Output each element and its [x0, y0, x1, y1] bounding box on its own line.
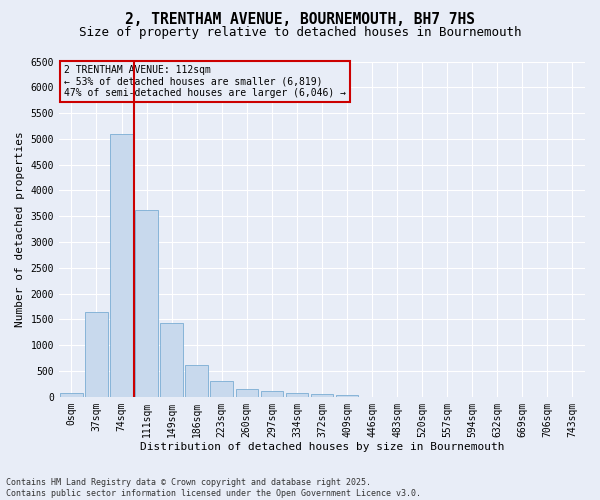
Bar: [110, 134, 133, 397]
Text: 2 TRENTHAM AVENUE: 112sqm
← 53% of detached houses are smaller (6,819)
47% of se: 2 TRENTHAM AVENUE: 112sqm ← 53% of detac…: [64, 65, 346, 98]
Bar: [236, 389, 258, 397]
Y-axis label: Number of detached properties: Number of detached properties: [15, 132, 25, 327]
X-axis label: Distribution of detached houses by size in Bournemouth: Distribution of detached houses by size …: [140, 442, 504, 452]
Bar: [185, 365, 208, 397]
Bar: [311, 394, 333, 397]
Bar: [260, 391, 283, 397]
Bar: [286, 393, 308, 397]
Text: Contains HM Land Registry data © Crown copyright and database right 2025.
Contai: Contains HM Land Registry data © Crown c…: [6, 478, 421, 498]
Bar: [85, 312, 108, 397]
Text: 2, TRENTHAM AVENUE, BOURNEMOUTH, BH7 7HS: 2, TRENTHAM AVENUE, BOURNEMOUTH, BH7 7HS: [125, 12, 475, 28]
Bar: [160, 323, 183, 397]
Bar: [336, 395, 358, 397]
Bar: [136, 210, 158, 397]
Text: Size of property relative to detached houses in Bournemouth: Size of property relative to detached ho…: [79, 26, 521, 39]
Bar: [60, 393, 83, 397]
Bar: [211, 381, 233, 397]
